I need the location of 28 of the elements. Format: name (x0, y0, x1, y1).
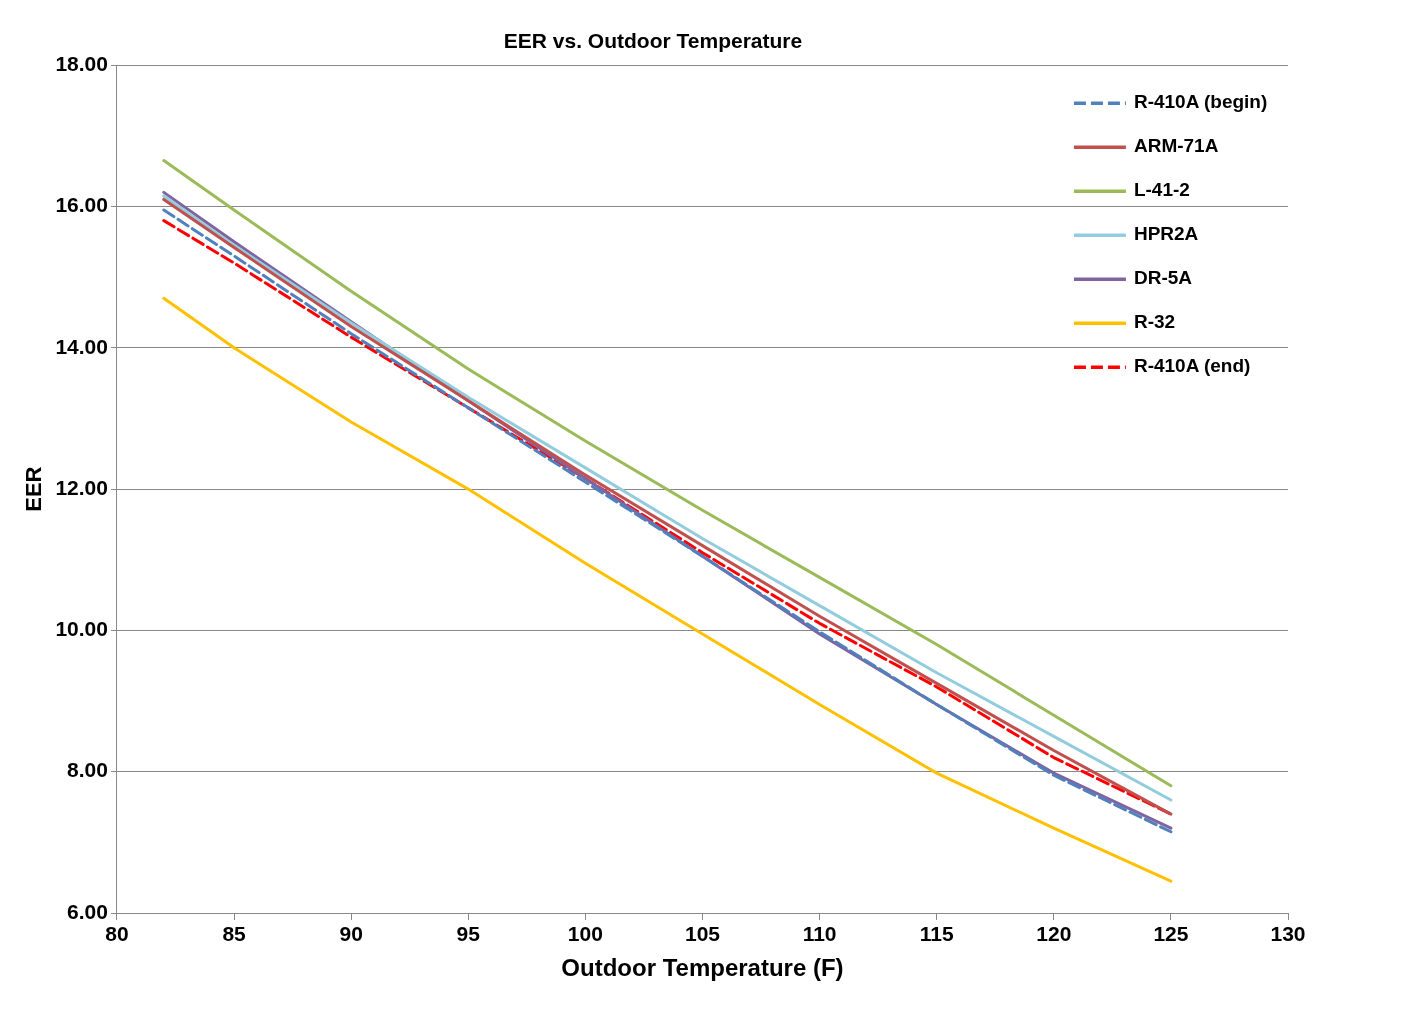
x-tick-label: 110 (802, 922, 837, 946)
y-tick-label: 10.00 (55, 617, 108, 641)
y-tick-label: 6.00 (67, 899, 108, 923)
legend-label: L-41-2 (1133, 179, 1190, 201)
x-tick-label: 120 (1036, 922, 1072, 946)
x-tick-label: 95 (456, 922, 481, 946)
legend-label: HPR2A (1133, 223, 1199, 245)
x-tick-label: 125 (1153, 922, 1189, 946)
chart-title: EER vs. Outdoor Temperature (503, 29, 803, 53)
legend-label: R-410A (begin) (1133, 91, 1268, 113)
legend-label: DR-5A (1133, 267, 1193, 289)
y-axis-title: EER (21, 466, 47, 512)
y-tick-label: 14.00 (55, 334, 108, 358)
x-axis-title: Outdoor Temperature (F) (561, 954, 844, 982)
y-tick-label: 16.00 (55, 193, 108, 217)
x-tick-label: 90 (339, 922, 363, 946)
legend-label: R-32 (1133, 311, 1176, 333)
y-tick-label: 12.00 (55, 475, 108, 499)
x-tick-label: 115 (919, 922, 954, 946)
y-tick-label: 18.00 (55, 52, 108, 75)
y-tick-label: 8.00 (67, 758, 108, 782)
legend-label: R-410A (end) (1133, 355, 1251, 377)
x-tick-label: 100 (567, 922, 603, 946)
legend-label: ARM-71A (1133, 135, 1219, 157)
x-tick-label: 80 (105, 922, 129, 946)
x-tick-label: 130 (1270, 922, 1306, 946)
x-tick-label: 85 (222, 922, 247, 946)
x-tick-label: 105 (684, 922, 721, 946)
